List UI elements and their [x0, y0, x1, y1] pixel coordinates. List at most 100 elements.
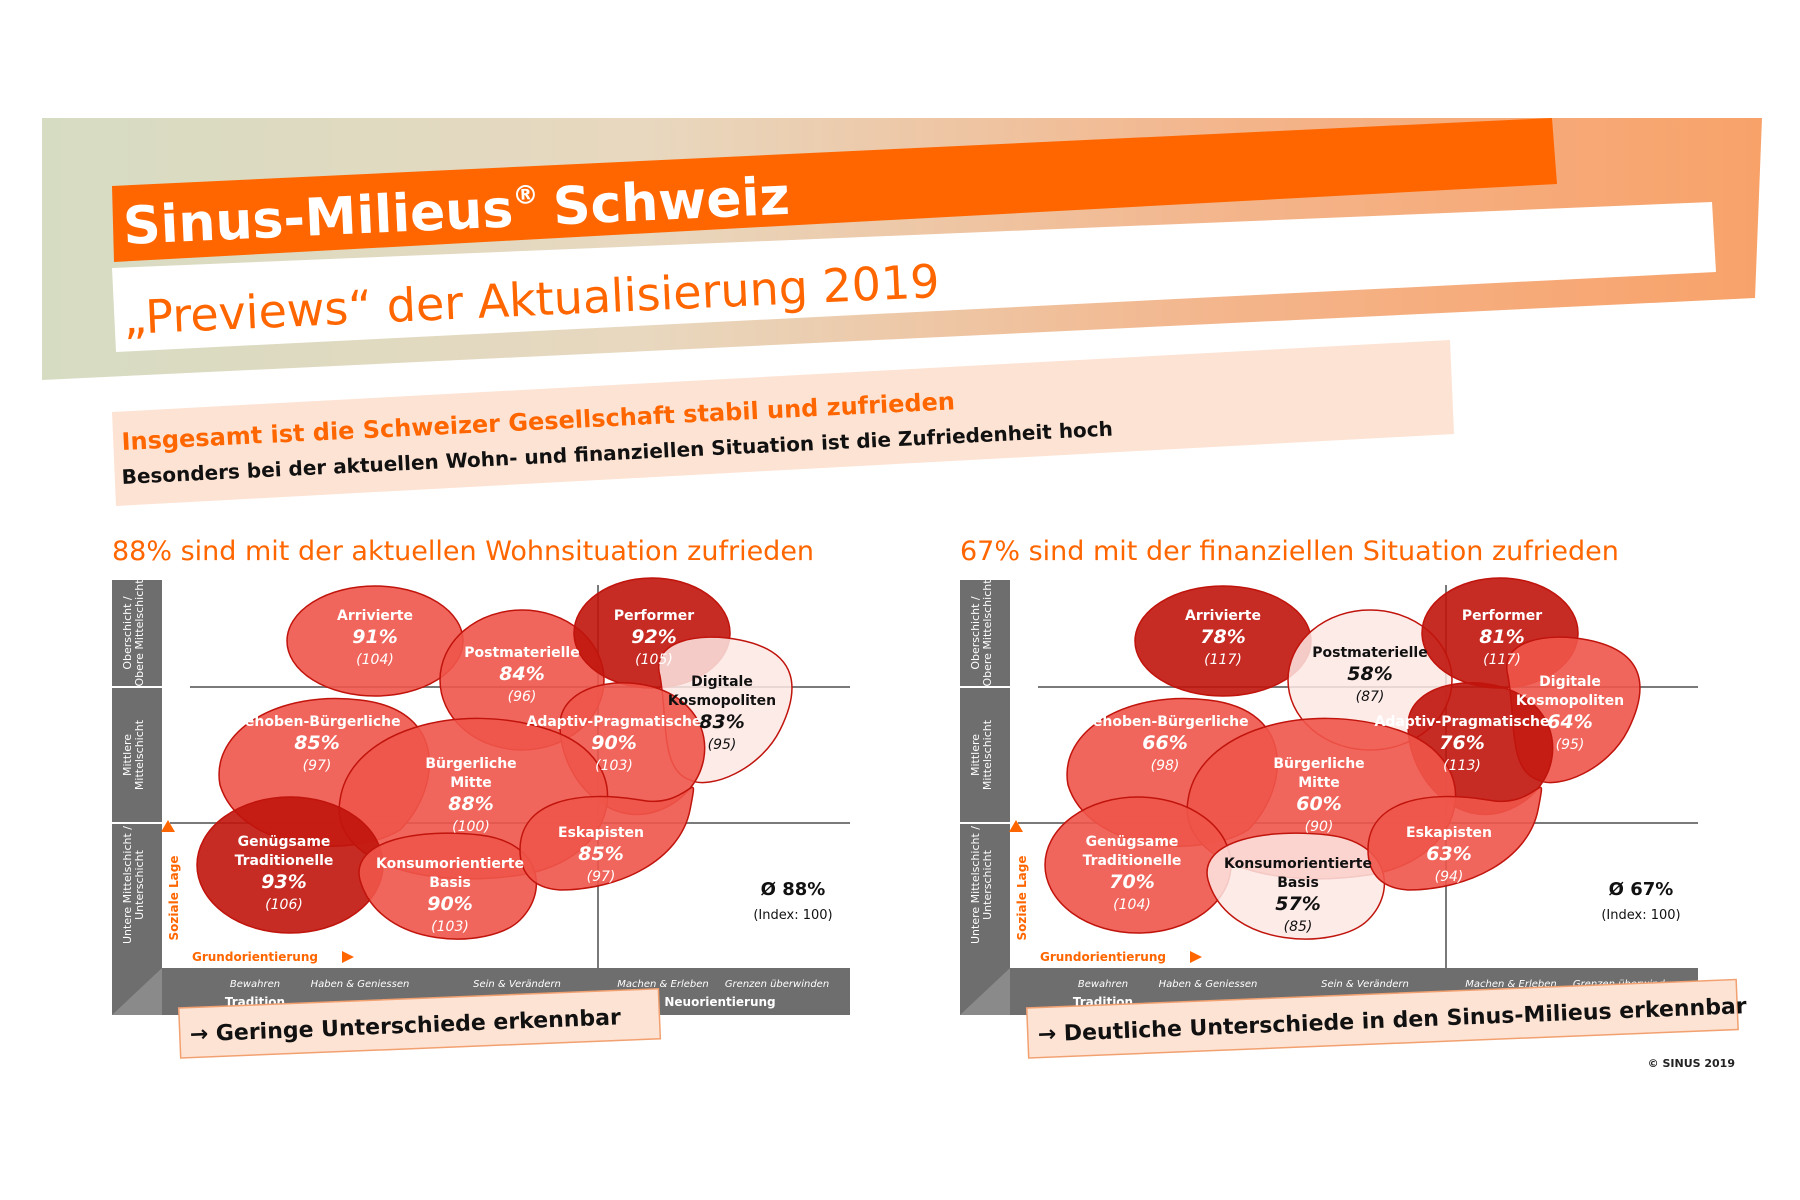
panel-title: 88% sind mit der aktuellen Wohnsituation… [112, 536, 814, 567]
milieu-label: Digitale Kosmopoliten 64% (95) [1516, 674, 1624, 753]
milieu-name: Gehoben-Bürgerliche [1081, 714, 1248, 730]
milieu-percent: 83% [699, 711, 744, 733]
milieu-index: (106) [265, 897, 303, 913]
milieu-index: (117) [1483, 652, 1521, 668]
milieu-name: Traditionelle [235, 853, 334, 869]
milieu-name: Gehoben-Bürgerliche [233, 714, 400, 730]
milieu-percent: 66% [1142, 732, 1187, 754]
milieu-label: Postmaterielle 58% (87) [1312, 645, 1427, 705]
x-arrow-label: Grundorientierung [192, 950, 318, 964]
milieu-label: Performer 81% (117) [1462, 608, 1542, 668]
milieu-percent: 70% [1109, 871, 1154, 893]
milieu-name: Mitte [1298, 775, 1340, 791]
up-arrow-icon [161, 820, 175, 832]
y-label-upper: Oberschicht /Obere Mittelschicht [121, 579, 146, 687]
x-group-neuorientierung: Neuorientierung [664, 995, 775, 1009]
y-axis-bar [960, 580, 1010, 1015]
x-category-3: Sein & Verändern [473, 979, 561, 990]
milieu-label: Arrivierte 91% (104) [337, 608, 413, 668]
milieu-index: (98) [1151, 758, 1180, 774]
milieu-percent: 57% [1275, 893, 1320, 915]
panel-finanzen: 67% sind mit der finanziellen Situation … [960, 536, 1747, 1059]
average-index: (Index: 100) [753, 908, 832, 923]
milieu-label: Bürgerliche Mitte 88% (100) [425, 756, 516, 835]
milieu-percent: 58% [1347, 663, 1392, 685]
milieu-name: Genügsame [238, 834, 331, 850]
milieu-label: Arrivierte 78% (117) [1185, 608, 1261, 668]
milieu-name: Eskapisten [1406, 825, 1492, 841]
milieu-percent: 85% [578, 843, 623, 865]
average-value: Ø 67% [1609, 879, 1674, 900]
milieu-index: (103) [431, 919, 469, 935]
milieu-name: Kosmopoliten [1516, 693, 1624, 709]
milieu-index: (95) [708, 737, 737, 753]
milieu-label: Digitale Kosmopoliten 83% (95) [668, 674, 776, 753]
x-category-1: Bewahren [230, 979, 280, 990]
milieu-name: Konsumorientierte [376, 856, 524, 872]
milieu-name: Performer [614, 608, 694, 624]
y-label-middle: MittlereMittelschicht [121, 719, 146, 790]
y-arrow-label: Soziale Lage [167, 856, 181, 941]
y-label-middle: MittlereMittelschicht [969, 719, 994, 790]
y-arrow-label: Soziale Lage [1015, 856, 1029, 941]
milieu-percent: 64% [1547, 711, 1592, 733]
y-label-lower: Untere Mittelschicht /Unterschicht [969, 826, 994, 944]
milieu-name: Traditionelle [1083, 853, 1182, 869]
milieu-percent: 63% [1426, 843, 1471, 865]
summary-box [112, 340, 1454, 506]
milieu-name: Adaptiv-Pragmatische [526, 714, 701, 730]
right-arrow-icon [1190, 951, 1202, 963]
milieu-percent: 81% [1479, 626, 1524, 648]
milieu-percent: 91% [352, 626, 397, 648]
milieu-name: Bürgerliche [425, 756, 516, 772]
milieu-index: (95) [1556, 737, 1585, 753]
x-category-4: Machen & Erleben [617, 979, 708, 990]
milieu-name: Postmaterielle [464, 645, 579, 661]
milieu-percent: 78% [1200, 626, 1245, 648]
milieu-percent: 92% [631, 626, 676, 648]
milieu-index: (117) [1204, 652, 1242, 668]
milieu-index: (97) [587, 869, 616, 885]
milieu-name: Genügsame [1086, 834, 1179, 850]
milieu-label: Konsumorientierte Basis 57% (85) [1224, 856, 1372, 935]
milieu-name: Konsumorientierte [1224, 856, 1372, 872]
callout-box: → Geringe Unterschiede erkennbar [177, 987, 662, 1059]
milieu-label: Postmaterielle 84% (96) [464, 645, 579, 705]
milieu-percent: 76% [1439, 732, 1484, 754]
panel-wohnsituation: 88% sind mit der aktuellen Wohnsituation… [112, 536, 850, 1059]
milieu-name: Digitale [691, 674, 753, 690]
milieu-index: (94) [1435, 869, 1464, 885]
milieu-index: (104) [356, 652, 394, 668]
average-value: Ø 88% [761, 879, 826, 900]
milieu-index: (100) [452, 819, 490, 835]
milieu-label: Gehoben-Bürgerliche 85% (97) [233, 714, 400, 774]
y-axis-bar [112, 580, 162, 1015]
milieu-index: (85) [1284, 919, 1313, 935]
milieu-name: Arrivierte [1185, 608, 1261, 624]
milieu-label: Performer 92% (105) [614, 608, 694, 668]
milieu-percent: 93% [261, 871, 306, 893]
milieu-name: Adaptiv-Pragmatische [1374, 714, 1549, 730]
milieu-percent: 90% [591, 732, 636, 754]
panel-title: 67% sind mit der finanziellen Situation … [960, 536, 1619, 567]
milieu-label: Genügsame Traditionelle 93% (106) [235, 834, 334, 913]
x-category-4: Machen & Erleben [1465, 979, 1556, 990]
milieu-index: (104) [1113, 897, 1151, 913]
y-label-lower: Untere Mittelschicht /Unterschicht [121, 826, 146, 944]
header-banner [42, 118, 1762, 380]
milieu-name: Eskapisten [558, 825, 644, 841]
milieu-name: Digitale [1539, 674, 1601, 690]
x-category-3: Sein & Verändern [1321, 979, 1409, 990]
milieu-label: Eskapisten 85% (97) [558, 825, 644, 885]
milieu-index: (113) [1443, 758, 1481, 774]
copyright-text: © SINUS 2019 [1648, 1057, 1735, 1070]
milieu-name: Performer [1462, 608, 1542, 624]
milieu-name: Postmaterielle [1312, 645, 1427, 661]
x-category-5: Grenzen überwinden [725, 979, 829, 990]
milieu-index: (97) [303, 758, 332, 774]
milieu-percent: 90% [427, 893, 472, 915]
up-arrow-icon [1009, 820, 1023, 832]
x-category-2: Haben & Geniessen [1159, 979, 1258, 990]
milieu-name: Kosmopoliten [668, 693, 776, 709]
